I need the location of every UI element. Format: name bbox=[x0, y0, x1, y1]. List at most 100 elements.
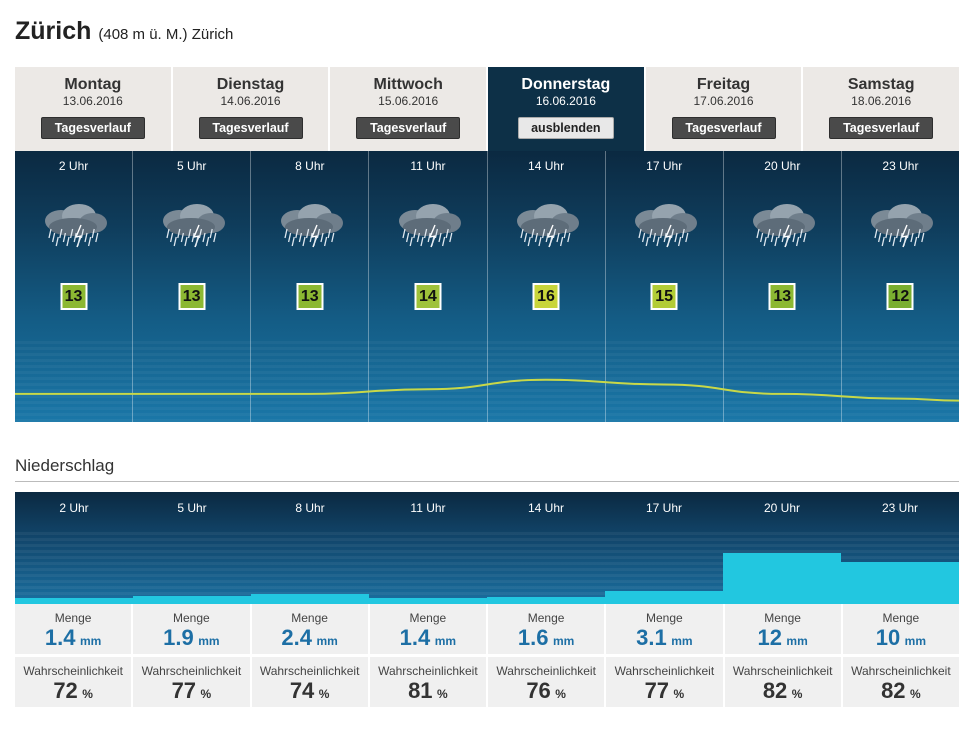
day-tab-dienstag[interactable]: Dienstag 14.06.2016 Tagesverlauf bbox=[172, 67, 331, 151]
amount-value: 2.4 bbox=[281, 625, 313, 650]
precipitation-column: 8 Uhr bbox=[251, 492, 369, 604]
precipitation-panel: 2 Uhr 5 Uhr 8 Uhr 11 Uhr 14 Uhr 17 Uhr 20 Uhr 2… bbox=[15, 492, 959, 604]
amount-cell: Menge 10 mm bbox=[842, 604, 959, 654]
daily-course-button[interactable]: Tagesverlauf bbox=[356, 117, 461, 139]
temperature-badge: 13 bbox=[296, 283, 324, 310]
daily-course-button[interactable]: Tagesverlauf bbox=[198, 117, 303, 139]
amount-value: 1.9 bbox=[163, 625, 194, 650]
precipitation-column: 5 Uhr bbox=[133, 492, 251, 604]
day-tab-montag[interactable]: Montag 13.06.2016 Tagesverlauf bbox=[15, 67, 173, 151]
precipitation-stats: Menge 1.4 mm Wahrscheinlichkeit 72 % Menge 1.… bbox=[15, 604, 959, 710]
probability-unit: % bbox=[555, 687, 566, 701]
forecast-column: 14 Uhr 16 bbox=[488, 151, 606, 422]
probability-value: 74 bbox=[289, 678, 315, 703]
precipitation-bar bbox=[841, 561, 959, 604]
amount-unit: mm bbox=[671, 634, 693, 648]
probability-value: 82 bbox=[762, 678, 788, 703]
rain-cloud-icon bbox=[871, 204, 934, 248]
hide-button[interactable]: ausblenden bbox=[517, 117, 614, 139]
probability-cell: Wahrscheinlichkeit 77 % bbox=[133, 657, 250, 707]
amount-cell: Menge 1.4 mm bbox=[15, 604, 132, 654]
hour-label: 11 Uhr bbox=[410, 159, 446, 173]
rain-cloud-icon bbox=[753, 204, 816, 248]
probability-unit: % bbox=[791, 687, 803, 701]
temperature-badge: 13 bbox=[768, 283, 796, 310]
amount-value: 12 bbox=[757, 625, 782, 650]
precipitation-bar bbox=[133, 595, 251, 604]
precipitation-bar bbox=[15, 598, 133, 604]
amount-label: Menge bbox=[527, 611, 565, 625]
temperature-panel: 2 Uhr 13 5 Uhr 13 8 Uhr 13 11 Uhr 14 14 Uhr 16 17 … bbox=[15, 151, 959, 422]
probability-cell: Wahrscheinlichkeit 72 % bbox=[15, 657, 132, 707]
rain-cloud-icon bbox=[635, 204, 698, 248]
amount-label: Menge bbox=[764, 611, 801, 625]
amount-label: Menge bbox=[646, 611, 683, 625]
probability-label: Wahrscheinlichkeit bbox=[141, 664, 242, 678]
probability-unit: % bbox=[437, 687, 448, 701]
day-tab-donnerstag[interactable]: Donnerstag 16.06.2016 ausblenden bbox=[488, 67, 646, 151]
precipitation-stat-column: Menge 3.1 mm Wahrscheinlichkeit 77 % bbox=[606, 604, 725, 710]
hour-label: 23 Uhr bbox=[882, 159, 919, 173]
amount-unit: mm bbox=[79, 634, 102, 648]
temperature-columns: 2 Uhr 13 5 Uhr 13 8 Uhr 13 11 Uhr 14 14 Uhr 16 17 … bbox=[15, 151, 959, 422]
precipitation-bar bbox=[723, 553, 841, 604]
precipitation-bar bbox=[487, 597, 605, 604]
panel-stripes bbox=[15, 341, 959, 422]
location-subtitle: (408 m ü. M.) Zürich bbox=[98, 26, 234, 43]
hour-label: 8 Uhr bbox=[295, 501, 325, 515]
day-tabs: Montag 13.06.2016 Tagesverlauf Dienstag 14.0… bbox=[15, 67, 960, 151]
probability-unit: % bbox=[318, 687, 330, 701]
probability-label: Wahrscheinlichkeit bbox=[614, 664, 715, 678]
daily-course-button[interactable]: Tagesverlauf bbox=[829, 117, 934, 139]
hour-label: 17 Uhr bbox=[645, 501, 683, 515]
day-date: 13.06.2016 bbox=[62, 94, 123, 108]
precipitation-column: 2 Uhr bbox=[15, 492, 133, 604]
day-name: Dienstag bbox=[216, 76, 285, 93]
amount-cell: Menge 2.4 mm bbox=[251, 604, 368, 654]
probability-value: 77 bbox=[171, 678, 197, 703]
precipitation-stat-column: Menge 1.4 mm Wahrscheinlichkeit 81 % bbox=[369, 604, 488, 710]
amount-value: 1.4 bbox=[44, 625, 76, 650]
precipitation-stat-column: Menge 12 mm Wahrscheinlichkeit 82 % bbox=[724, 604, 843, 710]
probability-cell: Wahrscheinlichkeit 82 % bbox=[842, 657, 959, 707]
forecast-column: 2 Uhr 13 bbox=[15, 151, 134, 422]
temperature-badge: 12 bbox=[886, 283, 914, 310]
temperature-badge: 14 bbox=[414, 283, 442, 310]
day-date: 14.06.2016 bbox=[220, 94, 281, 108]
daily-course-button[interactable]: Tagesverlauf bbox=[671, 117, 776, 139]
temperature-badge: 16 bbox=[532, 283, 560, 310]
precipitation-column: 14 Uhr bbox=[487, 492, 605, 604]
day-tab-mittwoch[interactable]: Mittwoch 15.06.2016 Tagesverlauf bbox=[330, 67, 489, 151]
day-name: Mittwoch bbox=[373, 76, 443, 93]
day-tab-freitag[interactable]: Freitag 17.06.2016 Tagesverlauf bbox=[645, 67, 804, 151]
day-name: Montag bbox=[64, 76, 122, 93]
rain-cloud-icon bbox=[280, 204, 343, 248]
rain-cloud-icon bbox=[398, 204, 461, 248]
amount-cell: Menge 1.4 mm bbox=[369, 604, 486, 654]
precipitation-columns: 2 Uhr 5 Uhr 8 Uhr 11 Uhr 14 Uhr 17 Uhr 20 Uhr 2… bbox=[15, 492, 959, 604]
hour-label: 8 Uhr bbox=[295, 159, 325, 173]
rain-cloud-icon bbox=[44, 204, 107, 248]
precipitation-bar bbox=[605, 590, 723, 604]
precipitation-column: 20 Uhr bbox=[723, 492, 841, 604]
probability-value: 81 bbox=[408, 678, 433, 703]
amount-cell: Menge 12 mm bbox=[724, 604, 841, 654]
probability-unit: % bbox=[673, 687, 685, 701]
probability-label: Wahrscheinlichkeit bbox=[259, 664, 360, 678]
hour-label: 14 Uhr bbox=[528, 159, 565, 173]
daily-course-button[interactable]: Tagesverlauf bbox=[40, 117, 145, 139]
temperature-badge: 13 bbox=[178, 283, 206, 310]
amount-unit: mm bbox=[552, 634, 575, 648]
amount-cell: Menge 1.9 mm bbox=[133, 604, 250, 654]
day-tab-samstag[interactable]: Samstag 18.06.2016 Tagesverlauf bbox=[803, 67, 960, 151]
day-name: Samstag bbox=[847, 76, 915, 93]
forecast-column: 8 Uhr 13 bbox=[251, 151, 370, 422]
amount-value: 3.1 bbox=[636, 625, 667, 650]
probability-value: 72 bbox=[53, 678, 78, 703]
probability-unit: % bbox=[82, 687, 93, 701]
amount-value: 1.4 bbox=[399, 625, 431, 650]
location-name: Zürich bbox=[15, 17, 92, 45]
amount-label: Menge bbox=[291, 611, 328, 625]
section-divider bbox=[15, 481, 959, 482]
amount-unit: mm bbox=[316, 634, 338, 648]
